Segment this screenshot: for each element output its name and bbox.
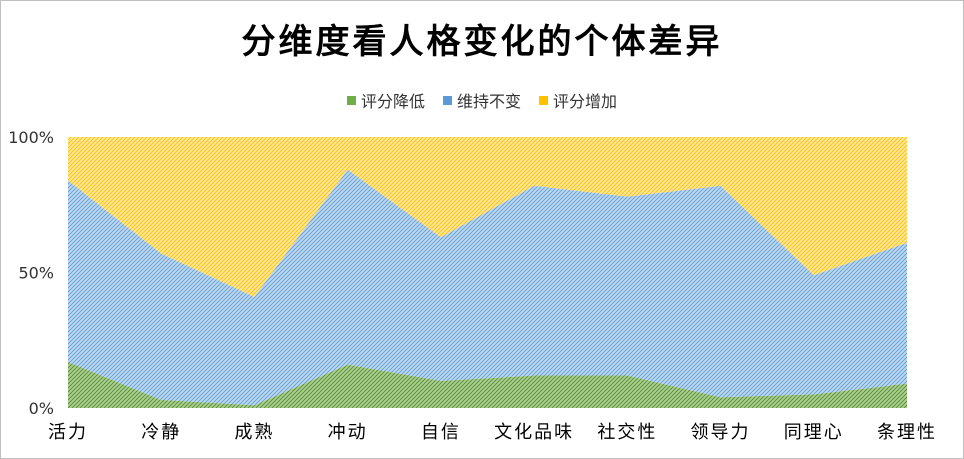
y-tick-label: 0% [29,399,54,418]
x-tick-label: 文化品味 [494,422,574,443]
area-increase [68,137,907,297]
legend-item-decrease: 评分降低 [346,88,425,112]
y-tick-label: 50% [18,264,54,283]
x-tick-label: 自信 [421,422,461,443]
y-tick-label: 100% [8,128,54,147]
legend-item-unchanged: 维持不变 [442,88,521,112]
x-tick-label: 社交性 [597,422,657,443]
legend-label-increase: 评分增加 [553,92,618,111]
legend: 评分降低 维持不变 评分增加 [0,88,964,112]
legend-label-decrease: 评分降低 [360,92,425,111]
x-tick-label: 冲动 [328,422,368,443]
chart-title: 分维度看人格变化的个体差异 [241,22,723,62]
area-decrease [68,361,907,408]
x-tick-label: 条理性 [877,422,937,443]
legend-swatch-unchanged [442,95,452,105]
x-tick-label: 冷静 [141,422,181,443]
legend-swatch-decrease [346,95,356,105]
x-tick-label: 活力 [48,422,88,443]
area-unchanged [68,169,907,406]
x-tick-label: 成熟 [234,422,274,443]
x-tick-label: 领导力 [691,422,751,443]
x-tick-label: 同理心 [784,422,844,443]
legend-label-unchanged: 维持不变 [456,92,521,111]
legend-item-increase: 评分增加 [539,88,617,112]
legend-swatch-increase [539,95,548,105]
